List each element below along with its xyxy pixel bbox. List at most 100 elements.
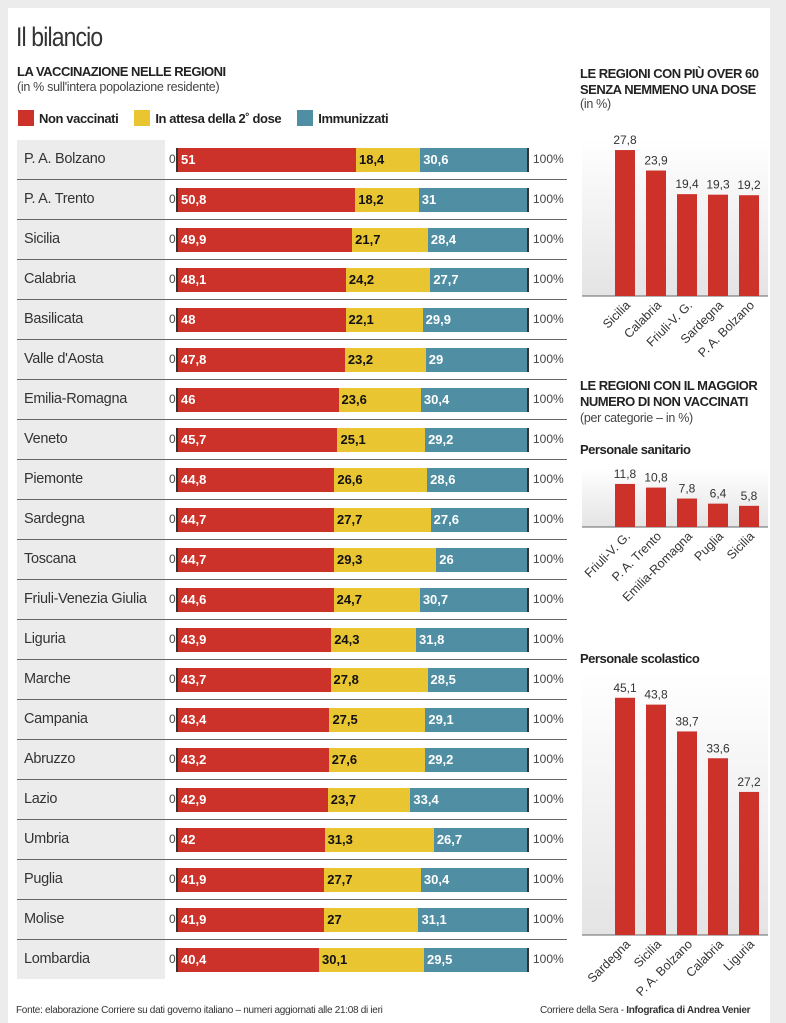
bar-segment-immunizzati: 31 [418, 188, 527, 212]
over60-title: LE REGIONI CON PIÙ OVER 60 SENZA NEMMENO… [580, 66, 759, 97]
bar-segment-immunizzati: 29,1 [425, 708, 527, 732]
region-label: Abruzzo [17, 740, 165, 779]
axis-end-label: 100% [533, 552, 564, 566]
axis-end-label: 100% [533, 792, 564, 806]
stacked-bar: 43,7 27,8 28,5 [176, 668, 529, 692]
bar-segment-immunizzati: 28,5 [427, 668, 527, 692]
stacked-bar: 41,9 27 31,1 [176, 908, 529, 932]
categories-subtitle: (per categorie – in %) [580, 411, 693, 425]
stacked-bar: 44,6 24,7 30,7 [176, 588, 529, 612]
table-row: P. A. Bolzano 0 51 18,4 30,6 100% [17, 140, 567, 180]
stacked-bar: 43,9 24,3 31,8 [176, 628, 529, 652]
table-row: Campania 0 43,4 27,5 29,1 100% [17, 700, 567, 740]
scolastico-value-label: 27,2 [737, 775, 761, 789]
sanitario-bar [646, 487, 666, 527]
legend: Non vaccinati In attesa della 2˚ dose Im… [18, 110, 389, 126]
region-label: Molise [17, 900, 165, 939]
sanitario-value-label: 11,8 [614, 467, 637, 481]
bar-segment-non-vaccinati: 51 [178, 148, 356, 172]
bar-segment-immunizzati: 26,7 [433, 828, 527, 852]
bar-segment-immunizzati: 31,1 [418, 908, 527, 932]
over60-value-label: 23,9 [644, 154, 668, 168]
main-chart-title: LA VACCINAZIONE NELLE REGIONI [17, 64, 226, 79]
over60-value-label: 27,8 [613, 133, 637, 147]
legend-swatch [18, 110, 34, 126]
legend-item-immunizzati: Immunizzati [297, 110, 389, 126]
bar-segment-attesa: 18,2 [355, 188, 419, 212]
sanitario-value-label: 7,8 [679, 482, 696, 496]
sanitario-value-label: 6,4 [710, 487, 727, 501]
axis-end-label: 100% [533, 512, 564, 526]
bar-segment-attesa: 31,3 [324, 828, 434, 852]
table-row: Veneto 0 45,7 25,1 29,2 100% [17, 420, 567, 460]
bar-segment-immunizzati: 33,4 [410, 788, 527, 812]
stacked-bar: 50,8 18,2 31 [176, 188, 529, 212]
table-row: Lombardia 0 40,4 30,1 29,5 100% [17, 940, 567, 980]
region-label: Toscana [17, 540, 165, 579]
bar-segment-immunizzati: 27,7 [430, 268, 527, 292]
bar-segment-non-vaccinati: 44,6 [178, 588, 334, 612]
over60-value-label: 19,3 [706, 178, 730, 192]
axis-end-label: 100% [533, 232, 564, 246]
stacked-bar: 45,7 25,1 29,2 [176, 428, 529, 452]
sanitario-plot-bg [582, 468, 768, 527]
region-label: Veneto [17, 420, 165, 459]
table-row: Sardegna 0 44,7 27,7 27,6 100% [17, 500, 567, 540]
sanitario-bar [677, 498, 697, 527]
sanitario-value-label: 5,8 [741, 489, 758, 503]
region-label: Friuli-Venezia Giulia [17, 580, 165, 619]
bar-segment-non-vaccinati: 42,9 [178, 788, 328, 812]
stacked-bar: 48 22,1 29,9 [176, 308, 529, 332]
region-label: Sardegna [17, 500, 165, 539]
table-row: Marche 0 43,7 27,8 28,5 100% [17, 660, 567, 700]
credit-author: Infografica di Andrea Venier [626, 1005, 751, 1016]
bar-segment-non-vaccinati: 49,9 [178, 228, 353, 252]
bar-segment-immunizzati: 30,7 [419, 588, 527, 612]
bar-segment-non-vaccinati: 48 [178, 308, 346, 332]
bar-segment-non-vaccinati: 43,7 [178, 668, 331, 692]
scolastico-bar [646, 704, 666, 935]
bar-segment-non-vaccinati: 40,4 [178, 948, 319, 972]
region-label: Piemonte [17, 460, 165, 499]
bar-segment-immunizzati: 29,2 [425, 428, 527, 452]
axis-start-label: 0 [169, 952, 176, 966]
axis-start-label: 0 [169, 832, 176, 846]
page-title: Il bilancio [16, 22, 103, 52]
bar-segment-immunizzati: 30,4 [420, 868, 527, 892]
axis-start-label: 0 [169, 712, 176, 726]
bar-segment-immunizzati: 28,6 [427, 468, 527, 492]
table-row: P. A. Trento 0 50,8 18,2 31 100% [17, 180, 567, 220]
table-row: Abruzzo 0 43,2 27,6 29,2 100% [17, 740, 567, 780]
region-label: Basilicata [17, 300, 165, 339]
bar-segment-attesa: 23,7 [327, 788, 411, 812]
bar-segment-immunizzati: 29 [425, 348, 527, 372]
over60-plot-bg [582, 140, 768, 296]
region-label: Liguria [17, 620, 165, 659]
axis-end-label: 100% [533, 912, 564, 926]
stacked-bar: 49,9 21,7 28,4 [176, 228, 529, 252]
scolastico-value-label: 45,1 [613, 681, 637, 695]
bar-segment-immunizzati: 27,6 [430, 508, 527, 532]
sanitario-bar [615, 483, 635, 527]
bar-segment-attesa: 24,2 [345, 268, 431, 292]
table-row: Liguria 0 43,9 24,3 31,8 100% [17, 620, 567, 660]
scolastico-category-label: Sardegna [585, 937, 633, 985]
axis-start-label: 0 [169, 392, 176, 406]
legend-swatch [134, 110, 151, 126]
sanitario-bar [708, 503, 728, 527]
bar-segment-non-vaccinati: 44,7 [178, 548, 334, 572]
stacked-bar: 47,8 23,2 29 [176, 348, 529, 372]
region-label: Umbria [17, 820, 165, 859]
over60-bar [615, 150, 635, 296]
legend-label: Non vaccinati [39, 110, 119, 126]
table-row: Umbria 0 42 31,3 26,7 100% [17, 820, 567, 860]
bar-segment-attesa: 27,7 [334, 508, 431, 532]
axis-end-label: 100% [533, 752, 564, 766]
bar-segment-attesa: 27,6 [328, 748, 426, 772]
categories-title: LE REGIONI CON IL MAGGIOR NUMERO DI NON … [580, 378, 758, 409]
region-label: Marche [17, 660, 165, 699]
bar-segment-non-vaccinati: 46 [178, 388, 339, 412]
axis-end-label: 100% [533, 272, 564, 286]
axis-start-label: 0 [169, 672, 176, 686]
